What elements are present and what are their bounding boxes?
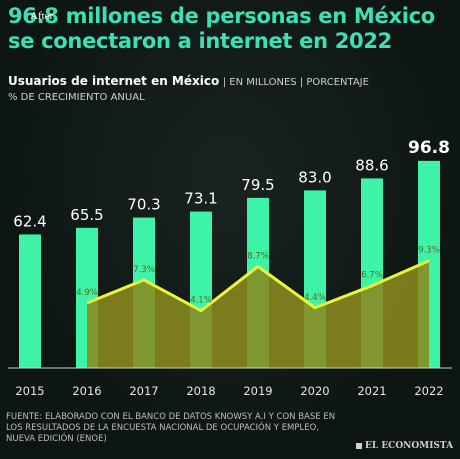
bar-value-label-2015: 62.4 <box>13 212 46 230</box>
x-tick-2018: 2018 <box>186 384 215 398</box>
bar-chart: 4.9% 7.3% 4.1% 8.7% 4.4% 6.7% 9.3% 62.4 65.5 70.3… <box>8 138 452 398</box>
growth-label-2016: 4.9% <box>76 288 98 298</box>
x-tick-2021: 2021 <box>357 384 386 398</box>
bar-value-label-2019: 79.5 <box>241 176 274 194</box>
brand-logo: EL ECONOMISTA <box>356 441 453 451</box>
bar-value-label-2016: 65.5 <box>70 206 103 224</box>
after-tag: After <box>30 10 54 22</box>
growth-line <box>86 259 430 313</box>
growth-label-2019: 8.7% <box>247 251 269 261</box>
growth-label-2021: 6.7% <box>361 271 383 281</box>
bar-value-label-2021: 88.6 <box>355 156 388 174</box>
x-tick-2016: 2016 <box>72 384 101 398</box>
brand-mark-icon <box>356 442 362 449</box>
x-tick-2015: 2015 <box>15 384 44 398</box>
growth-label-2018: 4.1% <box>190 296 212 306</box>
bar-value-label-2020: 83.0 <box>298 168 331 186</box>
x-tick-2019: 2019 <box>243 384 272 398</box>
brand-name: EL ECONOMISTA <box>365 441 454 451</box>
chart-subtitle: Usuarios de internet en México | EN MILL… <box>8 74 456 105</box>
bar-value-label-2017: 70.3 <box>127 196 160 214</box>
headline: 96.8 millones de personas en México se c… <box>8 4 435 53</box>
bar-value-label-2022: 96.8 <box>408 138 450 158</box>
x-tick-2020: 2020 <box>300 384 329 398</box>
growth-area <box>87 260 429 368</box>
chart-subtitle-title: Usuarios de internet en México <box>8 74 220 88</box>
source-note: FUENTE: ELABORADO CON EL BANCO DE DATOS … <box>6 412 336 444</box>
growth-label-2017: 7.3% <box>133 265 155 275</box>
bar-value-label-2018: 73.1 <box>184 190 217 208</box>
x-tick-2022: 2022 <box>414 384 443 398</box>
chart-subtitle-line2: % DE CRECIMIENTO ANUAL <box>8 92 145 103</box>
bar-2015 <box>19 234 41 368</box>
growth-label-2020: 4.4% <box>304 293 326 303</box>
growth-label-2022: 9.3% <box>418 246 440 256</box>
chart-subtitle-unit: | EN MILLONES | PORCENTAJE <box>222 77 369 88</box>
x-tick-2017: 2017 <box>129 384 158 398</box>
